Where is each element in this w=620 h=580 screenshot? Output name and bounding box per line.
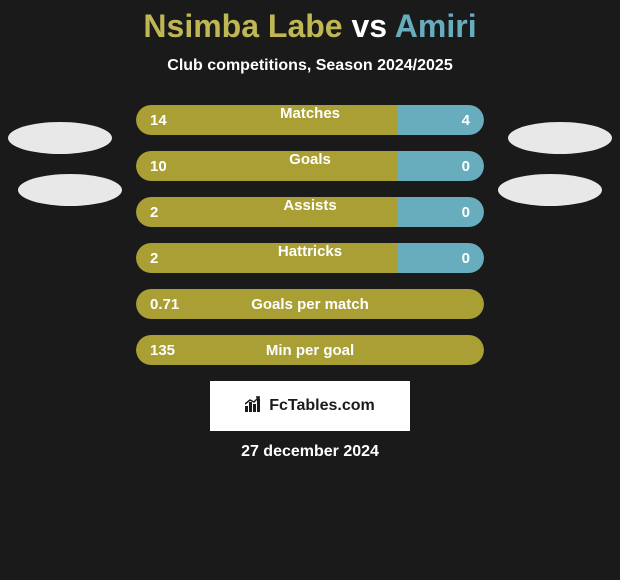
bar-right: 0	[397, 151, 484, 181]
bar-container: 10 0 Goals	[136, 151, 484, 181]
player2-name: Amiri	[395, 8, 477, 44]
bar-right-value: 0	[462, 204, 470, 221]
watermark-icon	[245, 396, 265, 417]
bar-label: Matches	[280, 105, 340, 122]
bar-right: 4	[397, 105, 484, 135]
comparison-infographic: Nsimba Labe vs Amiri Club competitions, …	[0, 0, 620, 461]
bar-left-value: 10	[150, 158, 167, 175]
date-label: 27 december 2024	[0, 443, 620, 461]
stat-row: 0.71 Goals per match	[0, 289, 620, 319]
bar-left-value: 0.71	[150, 296, 179, 313]
bar-right: 0	[397, 197, 484, 227]
watermark: FcTables.com	[210, 381, 410, 431]
page-title: Nsimba Labe vs Amiri	[0, 8, 620, 45]
bar-container: 2 0 Hattricks	[136, 243, 484, 273]
bar-left: 2	[136, 243, 397, 273]
subtitle: Club competitions, Season 2024/2025	[0, 57, 620, 75]
bar-left: 14	[136, 105, 397, 135]
bar-left: 135 Min per goal	[136, 335, 484, 365]
bar-label: Goals	[289, 151, 331, 168]
bar-left-value: 14	[150, 112, 167, 129]
watermark-text: FcTables.com	[269, 397, 375, 415]
stat-row: 10 0 Goals	[0, 151, 620, 181]
bar-container: 14 4 Matches	[136, 105, 484, 135]
bar-left-value: 2	[150, 204, 158, 221]
bar-container: 2 0 Assists	[136, 197, 484, 227]
bar-container: 0.71 Goals per match	[136, 289, 484, 319]
bar-left: 2	[136, 197, 397, 227]
bar-label: Assists	[283, 197, 336, 214]
bar-right-value: 0	[462, 158, 470, 175]
bar-left: 10	[136, 151, 397, 181]
stat-row: 14 4 Matches	[0, 105, 620, 135]
bar-right-value: 0	[462, 250, 470, 267]
vs-label: vs	[351, 8, 387, 44]
stat-row: 135 Min per goal	[0, 335, 620, 365]
bar-right-value: 4	[462, 112, 470, 129]
bar-container: 135 Min per goal	[136, 335, 484, 365]
bar-label: Min per goal	[266, 342, 354, 359]
stats-bars: 14 4 Matches 10 0 Goals 2 0 Assists 2 0 Hattricks 0.…	[0, 105, 620, 365]
bar-left: 0.71 Goals per match	[136, 289, 484, 319]
bar-right: 0	[397, 243, 484, 273]
bar-label: Hattricks	[278, 243, 342, 260]
stat-row: 2 0 Assists	[0, 197, 620, 227]
stat-row: 2 0 Hattricks	[0, 243, 620, 273]
bar-left-value: 2	[150, 250, 158, 267]
bar-left-value: 135	[150, 342, 175, 359]
player1-name: Nsimba Labe	[143, 8, 342, 44]
bar-label: Goals per match	[251, 296, 369, 313]
